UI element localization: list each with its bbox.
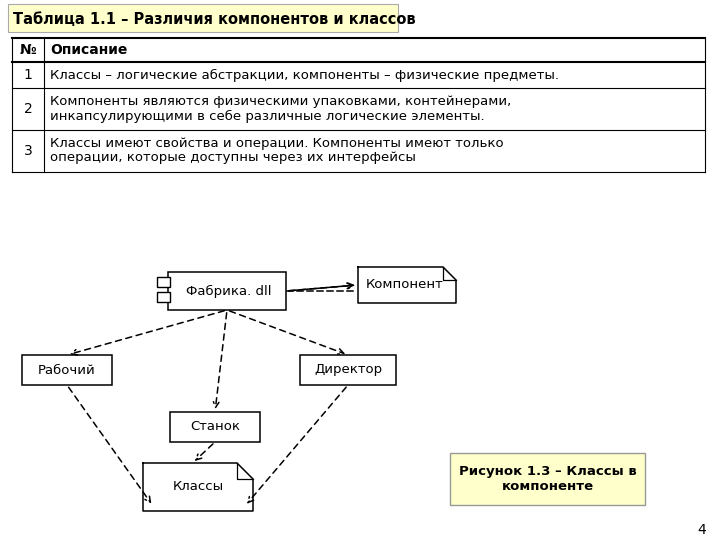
FancyBboxPatch shape	[450, 453, 645, 505]
Text: Компоненты являются физическими упаковками, контейнерами,: Компоненты являются физическими упаковка…	[50, 96, 511, 109]
Polygon shape	[358, 267, 456, 303]
Text: Описание: Описание	[50, 43, 127, 57]
Text: Станок: Станок	[190, 421, 240, 434]
Text: Директор: Директор	[314, 363, 382, 376]
FancyBboxPatch shape	[170, 412, 260, 442]
Text: Таблица 1.1 – Различия компонентов и классов: Таблица 1.1 – Различия компонентов и кла…	[13, 11, 415, 26]
Text: 4: 4	[697, 523, 706, 537]
Text: Фабрика. dll: Фабрика. dll	[186, 285, 271, 298]
Text: Классы имеют свойства и операции. Компоненты имеют только: Классы имеют свойства и операции. Компон…	[50, 138, 503, 151]
Text: Классы: Классы	[172, 481, 224, 494]
Text: Рабочий: Рабочий	[38, 363, 96, 376]
FancyBboxPatch shape	[157, 277, 170, 287]
FancyBboxPatch shape	[157, 292, 170, 302]
Polygon shape	[143, 463, 253, 511]
Text: Рисунок 1.3 – Классы в
компоненте: Рисунок 1.3 – Классы в компоненте	[459, 465, 636, 493]
Text: Компонент: Компонент	[366, 279, 444, 292]
Text: 1: 1	[24, 68, 32, 82]
Text: операции, которые доступны через их интерфейсы: операции, которые доступны через их инте…	[50, 152, 416, 165]
Text: 3: 3	[24, 144, 32, 158]
Text: 2: 2	[24, 102, 32, 116]
Text: №: №	[19, 43, 37, 57]
Text: Классы – логические абстракции, компоненты – физические предметы.: Классы – логические абстракции, компонен…	[50, 69, 559, 82]
FancyBboxPatch shape	[300, 355, 396, 385]
FancyBboxPatch shape	[22, 355, 112, 385]
Text: инкапсулирующими в себе различные логические элементы.: инкапсулирующими в себе различные логиче…	[50, 110, 485, 123]
FancyBboxPatch shape	[8, 4, 398, 32]
FancyBboxPatch shape	[168, 272, 286, 310]
